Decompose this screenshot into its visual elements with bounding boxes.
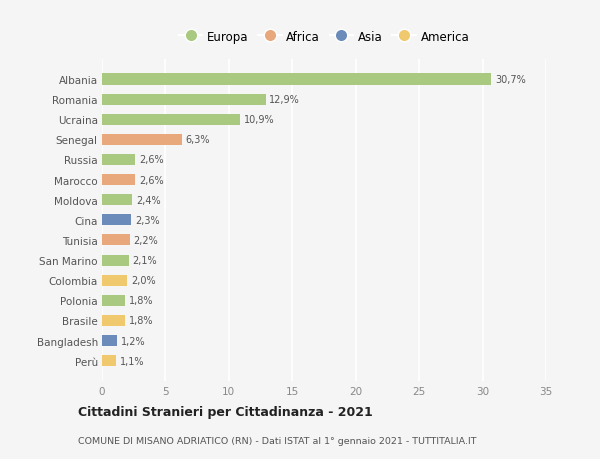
Bar — [102, 315, 125, 326]
Text: COMUNE DI MISANO ADRIATICO (RN) - Dati ISTAT al 1° gennaio 2021 - TUTTITALIA.IT: COMUNE DI MISANO ADRIATICO (RN) - Dati I… — [78, 436, 476, 445]
Text: 2,2%: 2,2% — [134, 235, 158, 246]
Text: 2,0%: 2,0% — [131, 275, 156, 285]
Bar — [102, 215, 131, 226]
Bar — [102, 174, 135, 186]
Text: 2,6%: 2,6% — [139, 155, 163, 165]
Text: 1,2%: 1,2% — [121, 336, 146, 346]
Bar — [102, 235, 130, 246]
Bar — [102, 74, 491, 85]
Bar — [102, 155, 135, 166]
Legend: Europa, Africa, Asia, America: Europa, Africa, Asia, America — [175, 27, 473, 47]
Text: 1,8%: 1,8% — [128, 316, 153, 326]
Bar — [102, 134, 182, 146]
Bar — [102, 114, 240, 125]
Text: Cittadini Stranieri per Cittadinanza - 2021: Cittadini Stranieri per Cittadinanza - 2… — [78, 405, 373, 419]
Text: 12,9%: 12,9% — [269, 95, 300, 105]
Bar — [102, 95, 266, 106]
Text: 1,8%: 1,8% — [128, 296, 153, 306]
Text: 2,3%: 2,3% — [135, 215, 160, 225]
Bar — [102, 335, 117, 346]
Bar — [102, 295, 125, 306]
Bar — [102, 355, 116, 366]
Text: 2,1%: 2,1% — [133, 256, 157, 265]
Text: 30,7%: 30,7% — [495, 75, 526, 85]
Text: 1,1%: 1,1% — [120, 356, 144, 366]
Text: 2,6%: 2,6% — [139, 175, 163, 185]
Bar — [102, 275, 127, 286]
Text: 10,9%: 10,9% — [244, 115, 275, 125]
Text: 6,3%: 6,3% — [186, 135, 210, 145]
Bar — [102, 195, 133, 206]
Text: 2,4%: 2,4% — [136, 195, 161, 205]
Bar — [102, 255, 128, 266]
